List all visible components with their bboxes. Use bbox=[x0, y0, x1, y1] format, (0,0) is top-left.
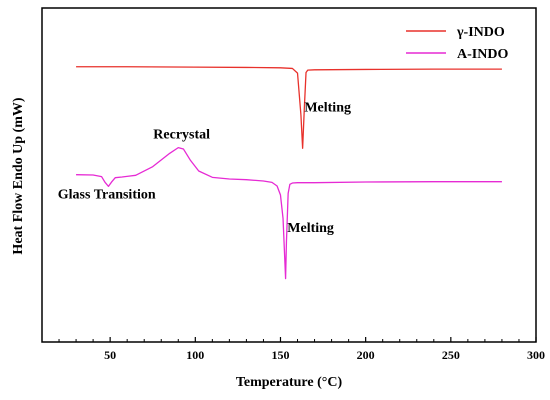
series-line-0 bbox=[76, 66, 502, 149]
series-layer bbox=[76, 66, 502, 280]
annotation-layer: Melting Recrystal Glass Transition Melting bbox=[58, 101, 351, 236]
series-line-1 bbox=[76, 146, 502, 280]
legend-label-1: A-INDO bbox=[457, 47, 508, 62]
x-tick-label-250: 250 bbox=[442, 348, 460, 362]
x-tick-label-300: 300 bbox=[527, 348, 545, 362]
annotation-0: Melting bbox=[304, 101, 351, 116]
x-tick-label-150: 150 bbox=[271, 348, 289, 362]
y-axis-title: Heat Flow Endo Up (mW) bbox=[11, 97, 26, 254]
x-tick-label-100: 100 bbox=[186, 348, 204, 362]
annotation-1: Recrystal bbox=[153, 127, 210, 142]
legend: γ-INDO A-INDO bbox=[406, 25, 508, 62]
x-tick-label-200: 200 bbox=[357, 348, 375, 362]
x-axis-title: Temperature (°C) bbox=[236, 375, 343, 390]
x-axis-ticks bbox=[58, 337, 537, 342]
annotation-3: Melting bbox=[287, 221, 334, 236]
plot-frame bbox=[41, 7, 537, 343]
x-tick-label-50: 50 bbox=[104, 348, 116, 362]
annotation-2: Glass Transition bbox=[58, 187, 156, 202]
x-axis-tick-labels: 50 100 150 200 250 300 bbox=[104, 348, 545, 362]
legend-label-0: γ-INDO bbox=[456, 25, 505, 40]
